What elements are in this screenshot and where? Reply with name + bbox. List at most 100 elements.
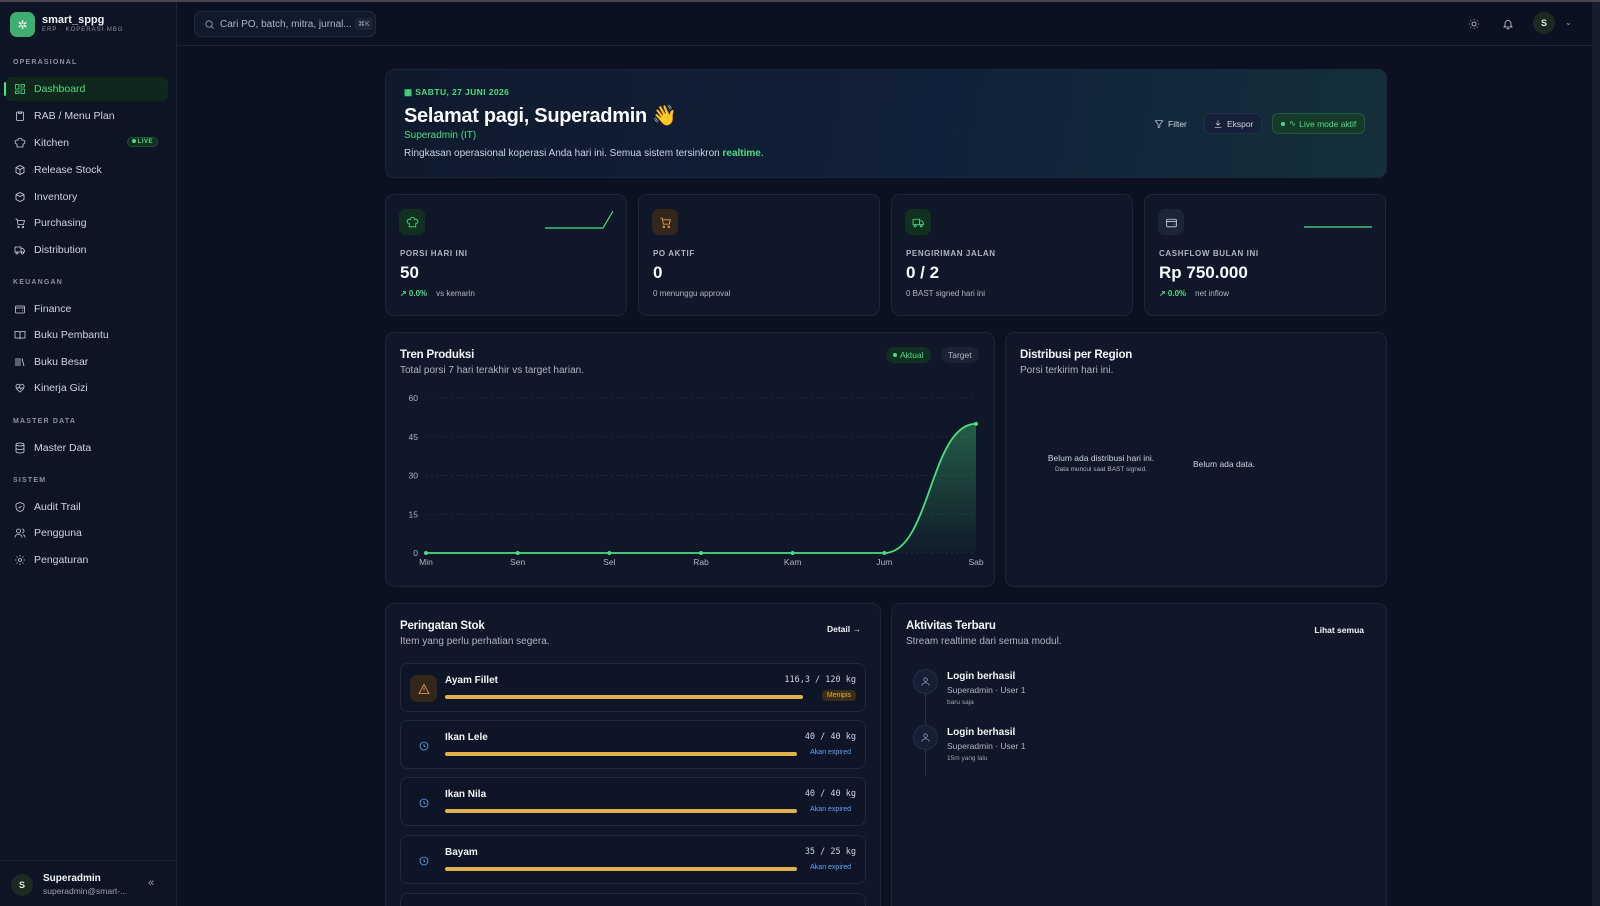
data-point (515, 551, 520, 555)
brand[interactable]: ✲ smart_sppg ERP · KOPERASI MBG (10, 12, 124, 37)
clipboard-icon (13, 110, 26, 123)
kpi-label: PENGIRIMAN JALAN (906, 249, 996, 258)
kpi-label: CASHFLOW BULAN INI (1159, 249, 1259, 258)
activity-time: baru saja (947, 699, 974, 706)
bell-icon[interactable] (1501, 17, 1515, 31)
search-box[interactable]: ⌘K (194, 11, 376, 37)
stock-item[interactable]: Ikan Nila 40 / 40 kg Akan expired (400, 777, 866, 826)
sidebar-item-finance[interactable]: Finance (6, 297, 168, 321)
stock-item[interactable]: Ikan Lele 40 / 40 kg Akan expired (400, 720, 866, 769)
sidebar: ✲ smart_sppg ERP · KOPERASI MBG OPERASIO… (0, 2, 177, 906)
export-button[interactable]: Ekspor (1204, 113, 1263, 134)
chevron-down-icon[interactable]: ⌄ (1565, 18, 1572, 27)
production-trend-card: Tren Produksi Total porsi 7 hari terakhi… (385, 332, 995, 587)
x-tick-label: Rab (693, 557, 709, 567)
stock-level-bar (445, 809, 797, 813)
collapse-sidebar-icon[interactable]: « (148, 877, 155, 889)
kpi-value: 0 / 2 (906, 263, 940, 282)
sidebar-item-kitchen[interactable]: Kitchen LIVE (6, 131, 168, 155)
y-tick-label: 15 (409, 509, 419, 519)
kpi-label: PO AKTIF (653, 249, 695, 258)
kpi-subtext: 0 menunggu approval (653, 289, 731, 298)
x-tick-label: Kam (784, 557, 801, 567)
search-shortcut: ⌘K (355, 18, 373, 30)
sidebar-item-label: Master Data (34, 442, 92, 454)
chef-hat-icon (399, 209, 425, 235)
sidebar-item-label: Dashboard (34, 83, 86, 95)
current-date: ▦ SABTU, 27 JUNI 2026 (404, 87, 510, 97)
brand-logo-icon: ✲ (10, 12, 35, 37)
sidebar-item-rab-menu-plan[interactable]: RAB / Menu Plan (6, 104, 168, 128)
y-tick-label: 0 (413, 548, 418, 558)
detail-link[interactable]: Detail → (826, 624, 861, 634)
sidebar-item-label: RAB / Menu Plan (34, 110, 115, 122)
card-title: Tren Produksi (400, 349, 475, 361)
data-point (882, 551, 887, 555)
search-input[interactable] (220, 18, 355, 30)
kpi-card-porsi[interactable]: PORSI HARI INI 50 ↗ 0.0% vs kemarin (385, 194, 627, 316)
stock-qty: 35 / 25 kg (804, 847, 856, 857)
sidebar-item-dashboard[interactable]: Dashboard (4, 77, 168, 101)
card-title: Peringatan Stok (400, 620, 485, 632)
sidebar-item-pengguna[interactable]: Pengguna (6, 521, 168, 545)
stock-name: Ikan Lele (445, 732, 488, 743)
filter-button[interactable]: Filter (1145, 113, 1196, 134)
user-icon (913, 669, 938, 694)
see-all-link[interactable]: Lihat semua (1314, 625, 1364, 635)
wallet-icon (13, 303, 26, 316)
sidebar-item-label: Buku Pembantu (34, 329, 109, 341)
stock-item[interactable] (400, 893, 866, 906)
sidebar-item-inventory[interactable]: Inventory (6, 185, 168, 209)
sidebar-item-buku-besar[interactable]: Buku Besar (6, 350, 168, 374)
status-badge: Akan expired (810, 749, 851, 756)
sidebar-item-label: Release Stock (34, 164, 102, 176)
kpi-card-pengiriman[interactable]: PENGIRIMAN JALAN 0 / 2 0 BAST signed har… (891, 194, 1133, 316)
user-role: Superadmin (IT) (404, 130, 477, 141)
x-tick-label: Sen (510, 557, 525, 567)
stock-level-bar (445, 695, 803, 699)
greeting-banner: ▦ SABTU, 27 JUNI 2026 Selamat pagi, Supe… (385, 69, 1387, 178)
theme-toggle-icon[interactable] (1467, 17, 1481, 31)
stock-item[interactable]: Bayam 35 / 25 kg Akan expired (400, 835, 866, 884)
sidebar-item-release-stock[interactable]: Release Stock (6, 158, 168, 182)
stock-qty: 116,3 / 120 kg (784, 675, 856, 685)
stock-item[interactable]: Ayam Fillet 116,3 / 120 kg Menipis (400, 663, 866, 712)
live-mode-toggle[interactable]: ∿ Live mode aktif (1272, 113, 1366, 134)
recent-activity-card: Aktivitas Terbaru Stream realtime dari s… (891, 603, 1387, 906)
truck-icon (13, 244, 26, 257)
download-icon (1214, 119, 1222, 128)
library-icon (13, 356, 26, 369)
trend-chart: 0 15 30 45 60 Min Sen Sel Rab Kam Jum Sab (409, 393, 984, 567)
kpi-card-po-aktif[interactable]: PO AKTIF 0 0 menunggu approval (638, 194, 880, 316)
stock-alerts-card: Peringatan Stok Item yang perlu perhatia… (385, 603, 881, 906)
truck-icon (905, 209, 931, 235)
legend-target[interactable]: Target (941, 347, 979, 363)
stock-level-bar (445, 752, 797, 756)
region-distribution-card: Distribusi per Region Porsi terkirim har… (1005, 332, 1387, 587)
user-menu-avatar[interactable]: S (1533, 12, 1555, 34)
legend-actual[interactable]: Aktual (886, 347, 931, 363)
sidebar-item-label: Inventory (34, 191, 78, 203)
page-scrollbar[interactable] (1592, 2, 1600, 906)
sidebar-item-master-data[interactable]: Master Data (6, 436, 168, 460)
sidebar-item-distribution[interactable]: Distribution (6, 238, 168, 262)
sidebar-item-purchasing[interactable]: Purchasing (6, 211, 168, 235)
box-icon (13, 191, 26, 204)
sidebar-item-kinerja-gizi[interactable]: Kinerja Gizi (6, 376, 168, 400)
sidebar-item-buku-pembantu[interactable]: Buku Pembantu (6, 323, 168, 347)
page-title: Selamat pagi, Superadmin 👋 (404, 105, 677, 127)
user-email: superadmin@smart-... (43, 886, 128, 896)
kpi-card-cashflow[interactable]: CASHFLOW BULAN INI Rp 750.000 ↗ 0.0% net … (1144, 194, 1386, 316)
activity-actor: Superadmin · User 1 (947, 685, 1026, 695)
sidebar-user-footer[interactable]: S Superadmin superadmin@smart-... « (0, 860, 177, 906)
stock-level-bar (445, 867, 797, 871)
activity-title: Login berhasil (947, 727, 1016, 738)
y-tick-label: 30 (409, 471, 419, 481)
sidebar-item-pengaturan[interactable]: Pengaturan (6, 548, 168, 572)
stock-qty: 40 / 40 kg (804, 789, 856, 799)
status-badge: Akan expired (810, 864, 851, 871)
sidebar-item-audit-trail[interactable]: Audit Trail (6, 495, 168, 519)
clock-icon (410, 732, 437, 759)
x-tick-label: Sel (603, 557, 615, 567)
wallet-icon (1158, 209, 1184, 235)
